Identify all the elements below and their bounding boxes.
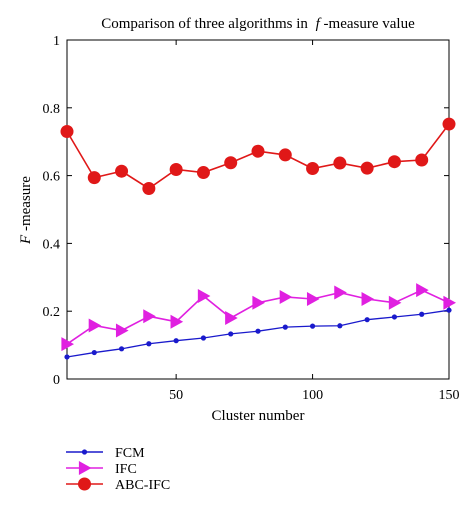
y-axis-label-suffix: -measure <box>18 176 34 231</box>
data-point-ifc <box>61 337 74 352</box>
data-point-fcm <box>364 317 370 323</box>
data-point-abc-ifc <box>224 156 238 170</box>
data-point-abc-ifc <box>115 164 129 178</box>
legend-label: ABC-IFC <box>115 478 170 493</box>
legend-item-abc-ifc: ABC-IFC <box>66 477 170 493</box>
x-tick-label: 150 <box>439 388 460 403</box>
data-point-fcm <box>337 323 343 329</box>
series-layer <box>60 117 456 360</box>
plot-frame <box>66 39 450 380</box>
chart-title: Comparison of three algorithms in f -mea… <box>101 16 415 32</box>
data-point-fcm <box>64 354 70 360</box>
data-point-ifc <box>197 288 211 303</box>
data-point-ifc <box>306 291 320 306</box>
data-point-fcm <box>228 331 234 337</box>
data-point-fcm <box>446 307 452 313</box>
data-point-ifc <box>334 285 347 300</box>
data-point-abc-ifc <box>142 181 156 195</box>
data-point-fcm <box>200 335 207 341</box>
data-point-abc-ifc <box>87 171 101 185</box>
data-point-fcm <box>391 314 398 320</box>
data-point-abc-ifc <box>251 144 265 158</box>
chart-title-italic: f <box>316 16 322 32</box>
legend-label: FCM <box>115 446 145 461</box>
data-point-abc-ifc <box>333 156 347 170</box>
data-point-abc-ifc <box>360 161 374 175</box>
data-point-abc-ifc <box>306 161 320 175</box>
data-point-abc-ifc <box>278 148 292 162</box>
legend-label: IFC <box>115 462 137 477</box>
data-point-fcm <box>255 328 261 334</box>
data-point-ifc <box>252 295 265 310</box>
y-tick-label: 0.4 <box>43 237 61 252</box>
data-point-ifc <box>361 291 375 306</box>
y-axis-label: F -measure <box>18 176 34 245</box>
y-tick-label: 1 <box>53 34 60 49</box>
data-point-fcm <box>309 323 316 329</box>
x-axis-label: Cluster number <box>212 408 305 424</box>
y-axis-label-italic: F <box>18 234 34 245</box>
legend-item-fcm: FCM <box>66 446 145 461</box>
legend-item-ifc: IFC <box>66 461 137 477</box>
data-point-ifc <box>115 323 129 338</box>
data-point-ifc <box>416 283 429 298</box>
series-abc-ifc <box>60 117 456 195</box>
data-point-ifc <box>279 289 293 304</box>
data-point-abc-ifc <box>60 125 74 139</box>
x-tick-label: 50 <box>169 388 183 403</box>
legend-marker <box>78 461 92 475</box>
data-point-fcm <box>173 338 179 344</box>
data-point-abc-ifc <box>442 117 456 131</box>
data-point-fcm <box>282 324 288 330</box>
data-point-ifc <box>388 295 402 310</box>
data-point-ifc <box>443 295 456 310</box>
legend-marker <box>81 449 88 455</box>
data-point-fcm <box>91 349 97 356</box>
y-tick-label: 0.6 <box>43 170 61 185</box>
data-point-fcm <box>419 311 425 317</box>
data-point-abc-ifc <box>169 162 183 176</box>
series-fcm <box>64 307 452 360</box>
chart-title-suffix: -measure value <box>324 16 416 32</box>
data-point-ifc <box>143 309 156 324</box>
data-point-fcm <box>118 346 125 352</box>
chart-title-main: Comparison of three algorithms in <box>101 16 308 32</box>
data-point-abc-ifc <box>387 155 401 169</box>
data-point-fcm <box>146 341 152 347</box>
series-ifc <box>61 283 456 352</box>
data-point-ifc <box>225 310 238 325</box>
x-tick-label: 100 <box>302 388 323 403</box>
y-tick-label: 0 <box>53 373 60 388</box>
y-tick-label: 0.8 <box>43 102 61 117</box>
data-point-abc-ifc <box>196 166 210 180</box>
legend-marker <box>78 477 91 491</box>
y-tick-label: 0.2 <box>43 305 61 320</box>
data-point-ifc <box>170 314 184 329</box>
data-point-ifc <box>88 318 102 333</box>
data-point-abc-ifc <box>415 153 429 167</box>
